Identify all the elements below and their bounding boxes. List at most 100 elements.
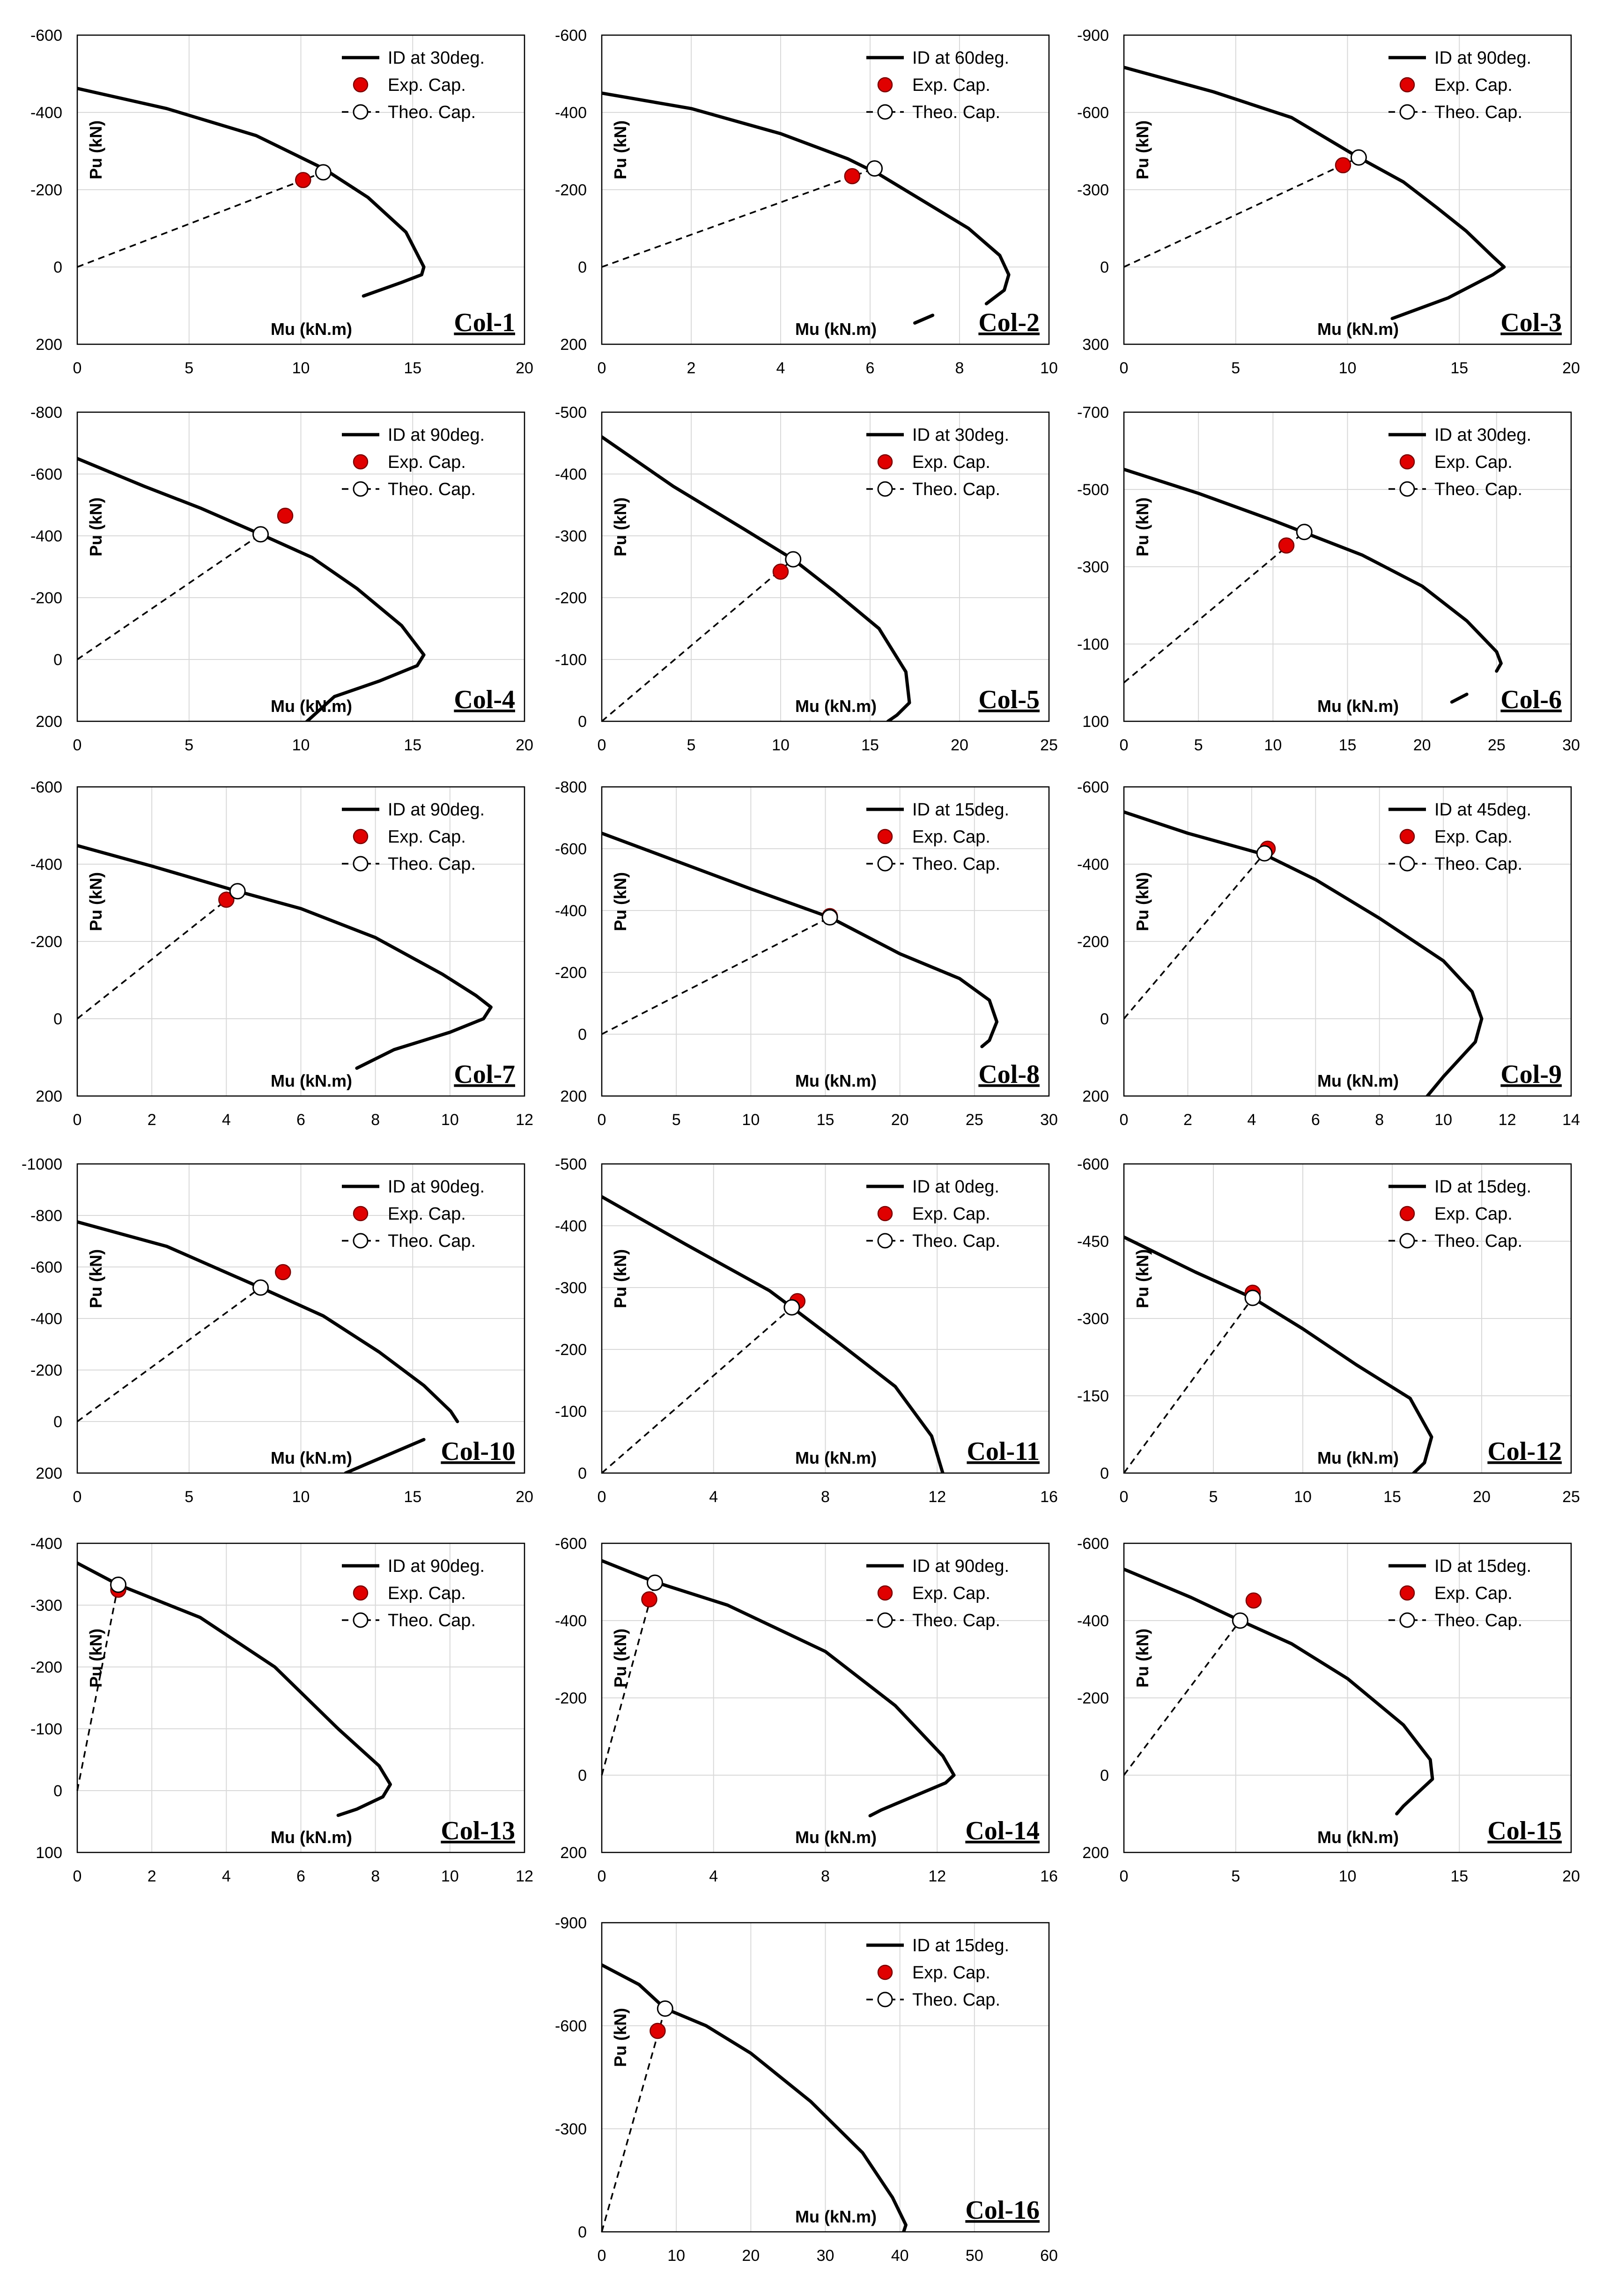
plot-frame (76, 34, 525, 345)
chart-title: Col-5 (978, 685, 1040, 714)
y-tick-label: -600 (555, 840, 587, 858)
y-axis-label: Pu (kN) (1133, 497, 1152, 556)
x-tick-label: 15 (817, 1111, 835, 1129)
x-tick-label: 4 (776, 359, 785, 377)
theo-load-path-line (77, 171, 324, 268)
y-tick-label: -400 (30, 104, 62, 122)
y-tick-label: -300 (30, 1597, 62, 1615)
x-axis-label: Mu (kN.m) (271, 696, 352, 716)
y-tick-label: -200 (30, 933, 62, 951)
legend-theo-swatch (353, 856, 369, 872)
x-tick-label: 10 (1264, 736, 1282, 754)
x-tick-label: 0 (1120, 1867, 1129, 1885)
plot-frame (601, 411, 1050, 722)
chart-col-8: 0 5 10 15 20 25 30 -800 -600 -400 -200 0 200 Pu (kN) M… (555, 778, 1058, 1129)
y-tick-label: -300 (1077, 558, 1109, 576)
y-axis-label: Pu (kN) (611, 120, 630, 179)
theo-load-path-line (1123, 531, 1305, 683)
legend-entry: Theo. Cap. (388, 854, 476, 874)
plot-frame (76, 1542, 525, 1853)
x-axis-label: Mu (kN.m) (271, 1828, 352, 1847)
x-axis-label: Mu (kN.m) (795, 696, 877, 716)
x-axis-label: Mu (kN.m) (271, 1071, 352, 1090)
x-tick-label: 6 (296, 1111, 305, 1129)
x-tick-label: 0 (1120, 1111, 1129, 1129)
theo-load-path-line (601, 2008, 666, 2232)
y-tick-label: -400 (30, 527, 62, 545)
legend-entry: ID at 45deg. (1434, 800, 1531, 820)
exp-capacity-point (1245, 1592, 1262, 1609)
y-tick-label: -600 (1077, 104, 1109, 122)
x-tick-label: 12 (928, 1867, 946, 1885)
plot-frame (601, 1542, 1050, 1853)
y-tick-label: -600 (30, 27, 62, 44)
exp-capacity-point (275, 1264, 291, 1281)
x-tick-label: 10 (1434, 1111, 1452, 1129)
x-tick-label: 15 (1450, 359, 1468, 377)
y-axis-label: Pu (kN) (1133, 872, 1152, 931)
x-tick-label: 10 (441, 1111, 459, 1129)
chart-col-15: 0 5 10 15 20 -600 -400 -200 0 200 Pu (kN) Mu (kN.m)… (1077, 1535, 1580, 1885)
y-tick-label: -200 (555, 964, 587, 982)
x-tick-label: 10 (667, 2247, 685, 2265)
legend-entry: Theo. Cap. (388, 103, 476, 122)
x-tick-label: 4 (709, 1488, 718, 1506)
y-tick-label: -200 (555, 1341, 587, 1359)
legend-exp-swatch (1399, 1585, 1415, 1601)
x-tick-label: 25 (1562, 1488, 1580, 1506)
theo-load-path-line (1123, 156, 1359, 268)
interaction-diagram-line (602, 831, 999, 1048)
theo-capacity-point (1232, 1612, 1248, 1629)
y-axis-label: Pu (kN) (1133, 1249, 1152, 1308)
y-tick-label: 100 (1082, 713, 1109, 731)
legend-theo-swatch (877, 856, 893, 872)
chart-col-9: 0 2 4 6 8 10 12 14 -600 -400 -200 0 200 Pu (kN) Mu (kN… (1077, 778, 1580, 1129)
x-tick-label: 10 (1294, 1488, 1312, 1506)
x-axis-label: Mu (kN.m) (795, 1071, 877, 1090)
x-axis-label: Mu (kN.m) (795, 1828, 877, 1847)
y-tick-label: 0 (578, 2223, 587, 2241)
legend-entry: Exp. Cap. (388, 1584, 466, 1603)
x-tick-label: 15 (404, 1488, 421, 1506)
x-tick-label: 5 (1231, 1867, 1240, 1885)
x-tick-label: 14 (1562, 1111, 1580, 1129)
y-tick-label: -400 (30, 1535, 62, 1553)
interaction-diagram-line (602, 435, 911, 721)
x-tick-label: 5 (1231, 359, 1240, 377)
x-tick-label: 20 (516, 736, 533, 754)
y-tick-label: -400 (1077, 1612, 1109, 1630)
chart-title: Col-3 (1500, 308, 1562, 337)
x-tick-label: 5 (185, 359, 193, 377)
legend-entry: Exp. Cap. (388, 827, 466, 847)
legend-entry: Exp. Cap. (1434, 1204, 1513, 1224)
exp-capacity-point (844, 168, 861, 185)
legend-entry: ID at 30deg. (388, 48, 485, 68)
y-axis-label: Pu (kN) (86, 1629, 105, 1688)
chart-col-2: 0 2 4 6 8 10 -600 -400 -200 0 200 Pu (kN) Mu (kN.m) C… (555, 27, 1058, 377)
legend-entry: Theo. Cap. (912, 1231, 1000, 1251)
x-tick-label: 6 (1311, 1111, 1320, 1129)
y-tick-label: -700 (1077, 404, 1109, 422)
chart-title: Col-6 (1500, 685, 1562, 714)
y-tick-label: 200 (36, 713, 62, 731)
y-tick-label: 0 (1100, 1767, 1109, 1785)
chart-title: Col-11 (967, 1437, 1040, 1466)
interaction-diagram-line (1124, 1567, 1434, 1815)
y-tick-label: 0 (1100, 1465, 1109, 1482)
chart-col-11: 0 4 8 12 16 -500 -400 -300 -200 -100 0 Pu (kN) Mu (k… (555, 1155, 1058, 1506)
legend-entry: Theo. Cap. (388, 1231, 476, 1251)
x-tick-label: 8 (371, 1867, 380, 1885)
legend-exp-swatch (877, 829, 893, 844)
y-tick-label: -300 (555, 527, 587, 545)
x-tick-label: 10 (441, 1867, 459, 1885)
y-tick-label: -600 (1077, 1155, 1109, 1173)
y-tick-label: -400 (555, 902, 587, 920)
legend-entry: ID at 90deg. (1434, 48, 1531, 68)
legend-entry: ID at 15deg. (1434, 1556, 1531, 1576)
theo-load-path-line (601, 558, 794, 722)
chart-col-13: 0 2 4 6 8 10 12 -400 -300 -200 -100 0 100 Pu (kN) Mu (… (30, 1535, 533, 1885)
y-tick-label: -800 (555, 778, 587, 796)
chart-col-14: 0 4 8 12 16 -600 -400 -200 0 200 Pu (kN) Mu (kN.m) C… (555, 1535, 1058, 1885)
x-tick-label: 15 (404, 359, 421, 377)
x-tick-label: 12 (1499, 1111, 1516, 1129)
